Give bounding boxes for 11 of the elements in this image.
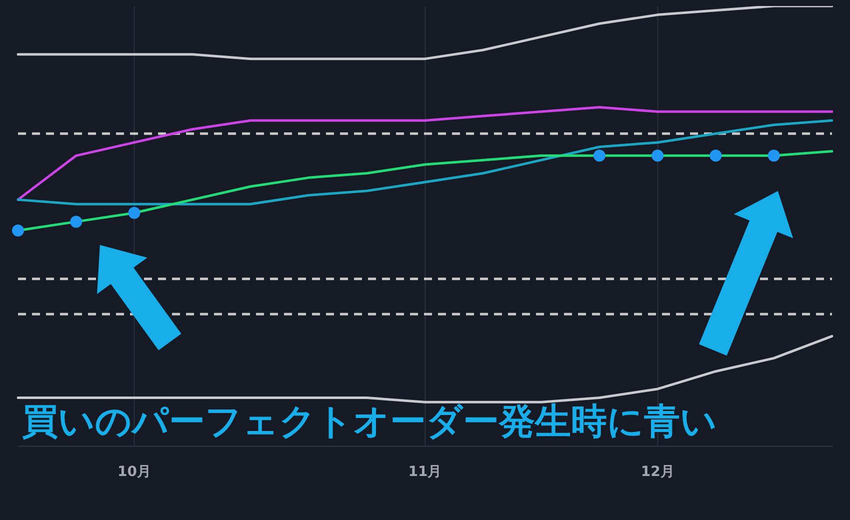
x-tick-label: 12月 [640,464,674,480]
x-tick-label: 11月 [408,464,442,480]
point [768,150,780,162]
point [12,224,24,236]
x-tick-label: 10月 [118,464,152,480]
point [128,206,140,219]
point [593,150,606,162]
annotation: 買いのパーフェクトオーダー発生時に青い [22,402,717,443]
point [710,150,722,162]
point [652,150,664,162]
point [70,216,82,228]
